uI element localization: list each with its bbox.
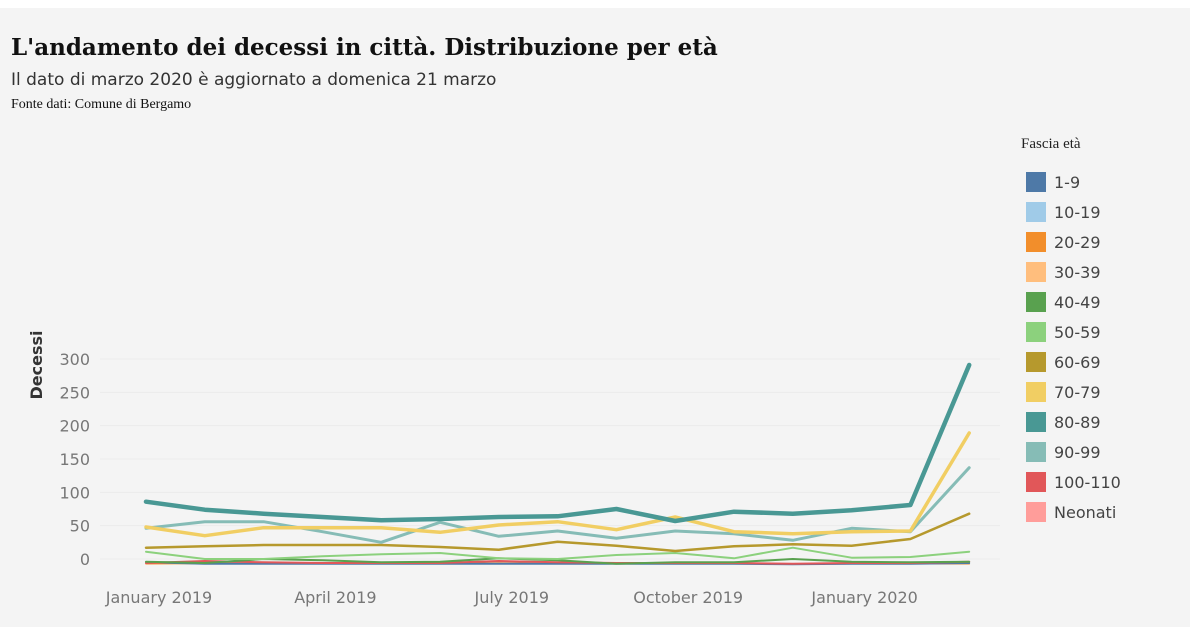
legend-label: 70-79 bbox=[1054, 382, 1101, 402]
series-line-70-79[interactable] bbox=[144, 431, 971, 538]
series-line-50-59[interactable] bbox=[145, 546, 971, 560]
legend-label: Neonati bbox=[1054, 502, 1117, 522]
y-tick-label: 300 bbox=[59, 350, 90, 369]
x-tick-label: July 2019 bbox=[474, 588, 550, 607]
legend-label: 20-29 bbox=[1054, 232, 1101, 252]
legend-swatch bbox=[1026, 172, 1046, 192]
legend-label: 40-49 bbox=[1054, 292, 1101, 312]
legend-item-10-19[interactable]: 10-19 bbox=[1021, 197, 1186, 227]
legend-swatch bbox=[1026, 412, 1046, 432]
series-line-60-69[interactable] bbox=[144, 512, 971, 553]
y-tick-label: 250 bbox=[59, 383, 90, 402]
legend-label: 90-99 bbox=[1054, 442, 1101, 462]
legend-label: 1-9 bbox=[1054, 172, 1081, 192]
x-tick-label: October 2019 bbox=[633, 588, 743, 607]
legend-swatch bbox=[1026, 232, 1046, 252]
legend-title: Fascia età bbox=[1021, 136, 1081, 152]
legend-swatch bbox=[1026, 292, 1046, 312]
legend-item-70-79[interactable]: 70-79 bbox=[1021, 377, 1186, 407]
chart-title: L'andamento dei decessi in città. Distri… bbox=[11, 34, 718, 61]
legend-label: 100-110 bbox=[1054, 472, 1121, 492]
legend-swatch bbox=[1026, 202, 1046, 222]
y-tick-label: 100 bbox=[59, 483, 90, 502]
legend-item-20-29[interactable]: 20-29 bbox=[1021, 227, 1186, 257]
y-tick-label: 0 bbox=[80, 550, 90, 569]
legend-item-60-69[interactable]: 60-69 bbox=[1021, 347, 1186, 377]
series-lines bbox=[143, 362, 972, 566]
legend-swatch bbox=[1026, 502, 1046, 522]
series-line-80-89[interactable] bbox=[143, 362, 972, 524]
y-axis-ticks: 0 50 100 150 200 250 300 bbox=[59, 350, 90, 569]
y-tick-label: 200 bbox=[59, 417, 90, 436]
legend-label: 30-39 bbox=[1054, 262, 1101, 282]
legend-item-90-99[interactable]: 90-99 bbox=[1021, 437, 1186, 467]
legend-swatch bbox=[1026, 262, 1046, 282]
legend-label: 80-89 bbox=[1054, 412, 1101, 432]
series-line-40-49[interactable] bbox=[145, 557, 971, 565]
legend-item-50-59[interactable]: 50-59 bbox=[1021, 317, 1186, 347]
data-source: Fonte dati: Comune di Bergamo bbox=[11, 97, 192, 112]
x-tick-label: January 2020 bbox=[810, 588, 917, 607]
legend-swatch bbox=[1026, 472, 1046, 492]
legend-swatch bbox=[1026, 352, 1046, 372]
y-tick-label: 50 bbox=[70, 517, 90, 536]
legend-label: 60-69 bbox=[1054, 352, 1101, 372]
legend-item-80-89[interactable]: 80-89 bbox=[1021, 407, 1186, 437]
legend-label: 50-59 bbox=[1054, 322, 1101, 342]
legend-swatch bbox=[1026, 382, 1046, 402]
x-tick-label: January 2019 bbox=[105, 588, 212, 607]
legend-item-Neonati[interactable]: Neonati bbox=[1021, 497, 1186, 527]
legend-label: 10-19 bbox=[1054, 202, 1101, 222]
legend-swatch bbox=[1026, 322, 1046, 342]
legend-item-1-9[interactable]: 1-9 bbox=[1021, 167, 1186, 197]
legend-swatch bbox=[1026, 442, 1046, 462]
chart-subtitle: Il dato di marzo 2020 è aggiornato a dom… bbox=[11, 70, 497, 90]
legend: Fascia età 1-9 10-19 20-29 30-39 40-49 50-59 6… bbox=[1021, 136, 1186, 527]
legend-item-100-110[interactable]: 100-110 bbox=[1021, 467, 1186, 497]
x-tick-label: April 2019 bbox=[294, 588, 376, 607]
series-line-100-110[interactable] bbox=[145, 560, 971, 565]
y-tick-label: 150 bbox=[59, 450, 90, 469]
x-axis-ticks: January 2019 April 2019 July 2019 October 2… bbox=[105, 588, 918, 607]
legend-item-40-49[interactable]: 40-49 bbox=[1021, 287, 1186, 317]
y-axis-label: Decessi bbox=[27, 331, 46, 400]
legend-item-30-39[interactable]: 30-39 bbox=[1021, 257, 1186, 287]
